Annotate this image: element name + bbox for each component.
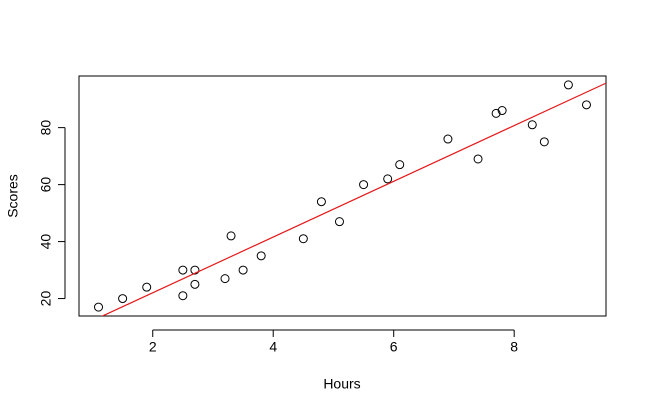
point — [238, 265, 248, 275]
y-tick-label: 20 — [38, 291, 54, 307]
point — [383, 174, 393, 184]
point — [142, 282, 152, 292]
y-tick-label: 80 — [38, 120, 54, 136]
y-tick-label: 60 — [38, 177, 54, 193]
point — [298, 234, 308, 244]
point — [581, 100, 591, 110]
point — [539, 137, 549, 147]
point — [256, 251, 266, 261]
point — [443, 134, 453, 144]
point — [473, 154, 483, 164]
point — [94, 302, 104, 312]
point — [395, 160, 405, 170]
point — [226, 231, 236, 241]
y-axis-title: Scores — [5, 174, 21, 218]
x-tick-label: 4 — [269, 339, 277, 355]
x-tick-label: 2 — [149, 339, 157, 355]
point — [190, 279, 200, 289]
point — [190, 265, 200, 275]
point — [178, 265, 188, 275]
x-tick-label: 6 — [390, 339, 398, 355]
point — [334, 217, 344, 227]
x-axis-title: Hours — [323, 376, 360, 392]
trend-line — [101, 82, 606, 316]
point — [497, 106, 507, 116]
y-tick-label: 40 — [38, 234, 54, 250]
point — [118, 294, 128, 304]
x-tick-label: 8 — [510, 339, 518, 355]
point — [316, 197, 326, 207]
point — [178, 291, 188, 301]
point — [359, 180, 369, 190]
point — [563, 80, 573, 90]
point — [491, 108, 501, 118]
point — [527, 120, 537, 130]
point — [220, 274, 230, 284]
plot-box — [78, 75, 607, 317]
